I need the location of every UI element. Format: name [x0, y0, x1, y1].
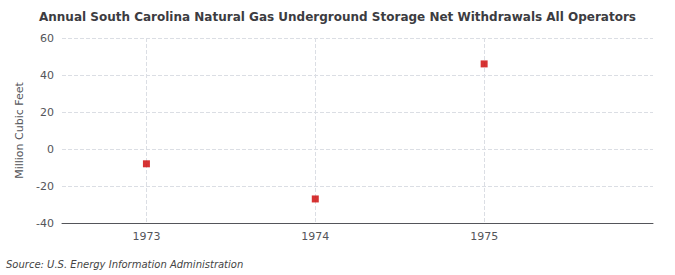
svg-text:1974: 1974 [301, 230, 329, 243]
svg-text:20: 20 [40, 106, 54, 119]
svg-text:Source: U.S. Energy Informatio: Source: U.S. Energy Information Administ… [6, 259, 243, 270]
svg-text:Million Cubic Feet: Million Cubic Feet [13, 81, 26, 178]
svg-text:60: 60 [40, 32, 54, 45]
svg-text:40: 40 [40, 69, 54, 82]
svg-text:0: 0 [47, 143, 54, 156]
svg-text:1973: 1973 [132, 230, 160, 243]
svg-text:1975: 1975 [470, 230, 498, 243]
svg-text:-20: -20 [36, 180, 54, 193]
svg-text:-40: -40 [36, 217, 54, 230]
svg-text:Annual South Carolina Natural: Annual South Carolina Natural Gas Underg… [39, 10, 636, 24]
